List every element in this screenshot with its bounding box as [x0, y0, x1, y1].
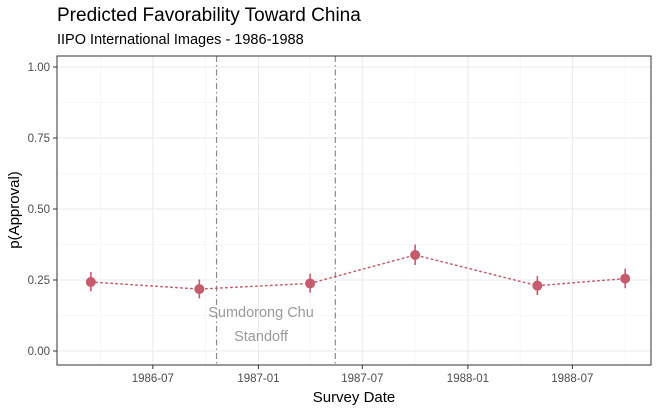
- grid: [57, 56, 651, 365]
- y-tick-label: 1.00: [28, 62, 50, 74]
- x-tick-label: 1988-01: [447, 373, 489, 385]
- y-axis-title: p(Approval): [6, 171, 23, 249]
- annotation: Sumdorong Chu Standoff: [208, 305, 314, 345]
- panel-background: [57, 56, 651, 365]
- plot-panel: [56, 55, 652, 366]
- annotation-line-2: Standoff: [234, 329, 289, 345]
- data-point: [620, 273, 631, 284]
- chart-title: Predicted Favorability Toward China: [57, 5, 361, 26]
- x-tick-label: 1987-01: [237, 373, 279, 385]
- annotation-line-1: Sumdorong Chu: [208, 305, 314, 321]
- data-point: [194, 284, 205, 295]
- y-tick-label: 0.50: [28, 204, 50, 216]
- panel-border: [56, 55, 652, 366]
- x-axis-title: Survey Date: [313, 389, 396, 406]
- x-tick-label: 1987-07: [341, 373, 383, 385]
- chart-subtitle: IIPO International Images - 1986-1988: [57, 32, 304, 48]
- x-axis: 1986-07 1987-01 1987-07 1988-01 1988-07: [132, 365, 593, 385]
- data-point: [85, 276, 96, 287]
- y-axis: 0.00 0.25 0.50 0.75 1.00: [28, 62, 57, 358]
- x-tick-label: 1986-07: [132, 373, 174, 385]
- data-point: [532, 280, 543, 291]
- series: [85, 244, 631, 299]
- y-tick-label: 0.00: [28, 346, 50, 358]
- data-point: [305, 278, 316, 289]
- series-line: [90, 254, 626, 290]
- data-point: [410, 250, 421, 261]
- x-tick-label: 1988-07: [551, 373, 593, 385]
- event-lines: [215, 56, 336, 365]
- y-tick-label: 0.75: [28, 133, 50, 145]
- y-tick-label: 0.25: [28, 275, 50, 287]
